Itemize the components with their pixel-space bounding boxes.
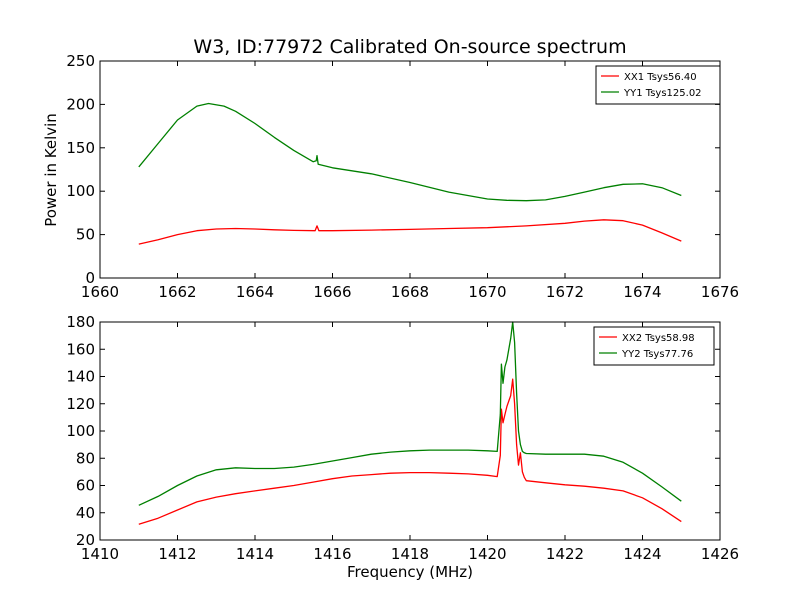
top-x-tick-label: 1672	[546, 283, 584, 301]
top-x-tick-label: 1662	[158, 283, 196, 301]
top-x-tick-label: 1670	[468, 283, 506, 301]
top-x-tick-label: 1664	[236, 283, 274, 301]
bottom-y-tick-label: 20	[76, 531, 95, 549]
bottom-y-tick-label: 60	[76, 477, 95, 495]
bottom-y-tick-label: 80	[76, 449, 95, 467]
bottom-x-tick-label: 1410	[81, 545, 119, 563]
bottom-x-tick-label: 1420	[468, 545, 506, 563]
figure-title: W3, ID:77972 Calibrated On-source spectr…	[193, 36, 626, 58]
top-y-tick-label: 50	[76, 226, 95, 244]
top-x-tick-label: 1666	[313, 283, 351, 301]
bottom-x-tick-label: 1414	[236, 545, 274, 563]
y-axis-label: Power in Kelvin	[42, 113, 60, 227]
bottom-series-line-2	[138, 321, 682, 506]
top-legend-box	[595, 65, 721, 105]
bottom-y-tick-label: 180	[66, 313, 95, 331]
top-y-tick-label: 150	[66, 139, 95, 157]
top-legend-label-1: XX1 Tsys56.40	[624, 72, 697, 83]
bottom-y-tick-label: 100	[66, 422, 95, 440]
top-x-tick-label: 1676	[701, 283, 739, 301]
top-series-line-1	[138, 219, 682, 245]
bottom-y-tick-label: 120	[66, 395, 95, 413]
bottom-x-tick-label: 1426	[701, 545, 739, 563]
top-plot: 1660 1662 1664 1666 1668 1670 1672 1674 1676 0 50 1…	[66, 52, 739, 301]
top-y-tick-label: 100	[66, 182, 95, 200]
top-x-tick-label: 1674	[623, 283, 661, 301]
bottom-x-tick-label: 1418	[391, 545, 429, 563]
bottom-y-tick-label: 40	[76, 504, 95, 522]
top-legend: XX1 Tsys56.40 YY1 Tsys125.02	[595, 65, 721, 105]
bottom-x-tick-label: 1412	[158, 545, 196, 563]
top-y-tick-label: 250	[66, 52, 95, 70]
bottom-legend: XX2 Tsys58.98 YY2 Tsys77.76	[593, 326, 715, 366]
bottom-x-tick-label: 1416	[313, 545, 351, 563]
top-y-tick-label: 0	[85, 269, 95, 287]
top-legend-label-2: YY1 Tsys125.02	[623, 88, 702, 99]
x-axis-label: Frequency (MHz)	[347, 563, 473, 581]
bottom-y-tick-label: 140	[66, 368, 95, 386]
bottom-series-line-1	[138, 378, 682, 525]
bottom-legend-box	[593, 326, 715, 366]
bottom-plot: 1410 1412 1414 1416 1418 1420 1422 1424 1426 20 40…	[66, 313, 739, 563]
top-y-tick-label: 200	[66, 95, 95, 113]
top-x-tick-label: 1668	[391, 283, 429, 301]
bottom-legend-label-1: XX2 Tsys58.98	[622, 333, 695, 344]
bottom-y-tick-label: 160	[66, 340, 95, 358]
bottom-legend-label-2: YY2 Tsys77.76	[621, 349, 693, 360]
bottom-x-tick-label: 1424	[623, 545, 661, 563]
top-x-tick-label: 1660	[81, 283, 119, 301]
top-series-line-2	[138, 102, 682, 202]
bottom-x-tick-label: 1422	[546, 545, 584, 563]
